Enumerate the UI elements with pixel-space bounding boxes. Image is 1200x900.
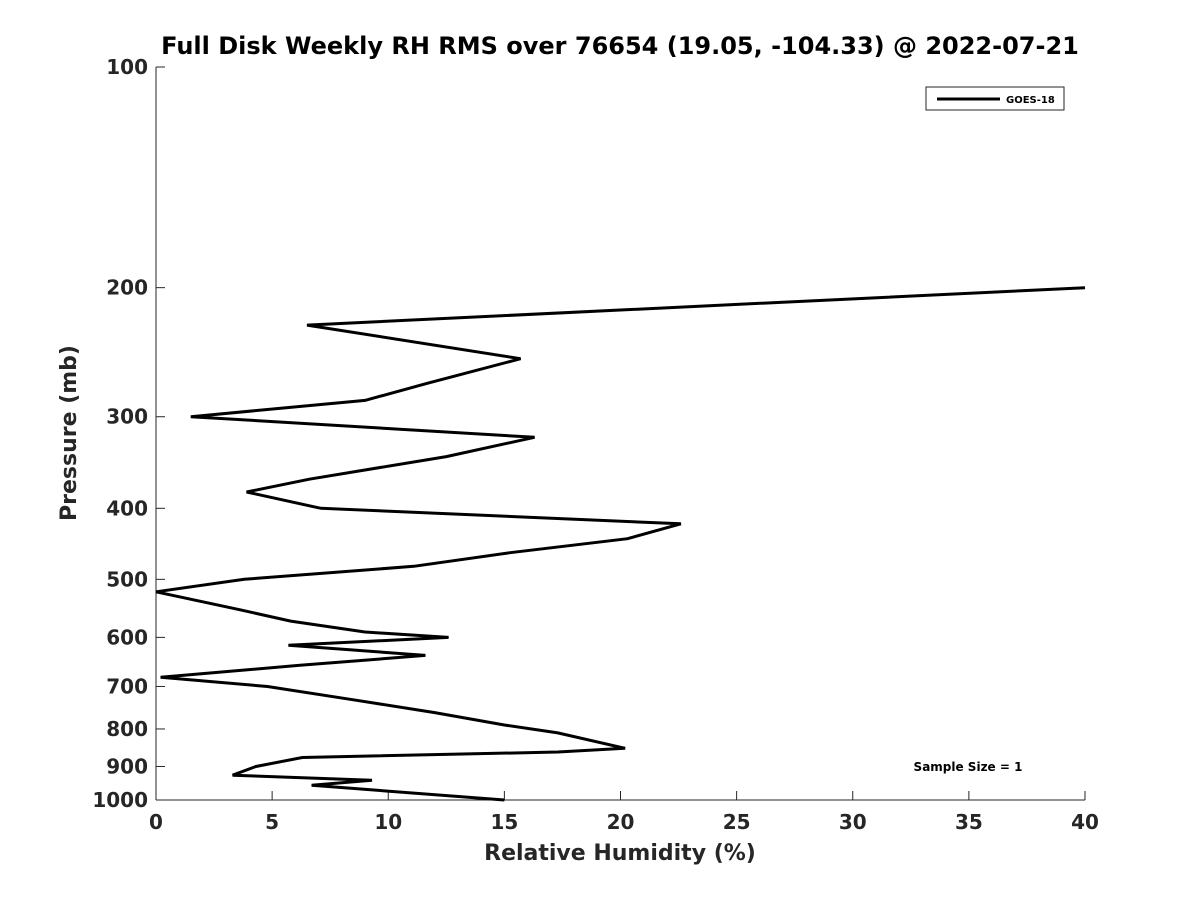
x-tick-label: 15 xyxy=(490,810,518,834)
y-tick-label: 300 xyxy=(106,405,148,429)
x-tick-label: 25 xyxy=(723,810,751,834)
y-tick-label: 600 xyxy=(106,625,148,649)
x-tick-label: 35 xyxy=(955,810,983,834)
x-tick-label: 10 xyxy=(374,810,402,834)
x-ticks: 0 5 10 15 20 25 30 35 40 xyxy=(149,791,1099,834)
y-tick-label: 900 xyxy=(106,754,148,778)
x-tick-label: 30 xyxy=(839,810,867,834)
x-tick-label: 0 xyxy=(149,810,163,834)
y-tick-label: 500 xyxy=(106,567,148,591)
series-layer xyxy=(155,286,1086,802)
legend-label: GOES-18 xyxy=(1006,95,1055,106)
y-tick-label: 100 xyxy=(106,55,148,79)
y-ticks: 100 200 300 400 500 600 700 800 900 1000 xyxy=(92,55,165,812)
series-line xyxy=(155,286,1086,802)
sample-size-annotation: Sample Size = 1 xyxy=(914,760,1023,774)
y-tick-label: 700 xyxy=(106,674,148,698)
y-tick-label: 1000 xyxy=(92,788,148,812)
x-tick-label: 5 xyxy=(265,810,279,834)
y-tick-label: 800 xyxy=(106,717,148,741)
y-tick-label: 400 xyxy=(106,496,148,520)
x-axis-label: Relative Humidity (%) xyxy=(484,841,756,866)
chart-title: Full Disk Weekly RH RMS over 76654 (19.0… xyxy=(161,32,1079,60)
x-tick-label: 40 xyxy=(1071,810,1099,834)
legend: GOES-18 xyxy=(925,86,1065,111)
y-tick-label: 200 xyxy=(106,276,148,300)
y-axis-label: Pressure (mb) xyxy=(57,345,82,521)
x-tick-label: 20 xyxy=(607,810,635,834)
